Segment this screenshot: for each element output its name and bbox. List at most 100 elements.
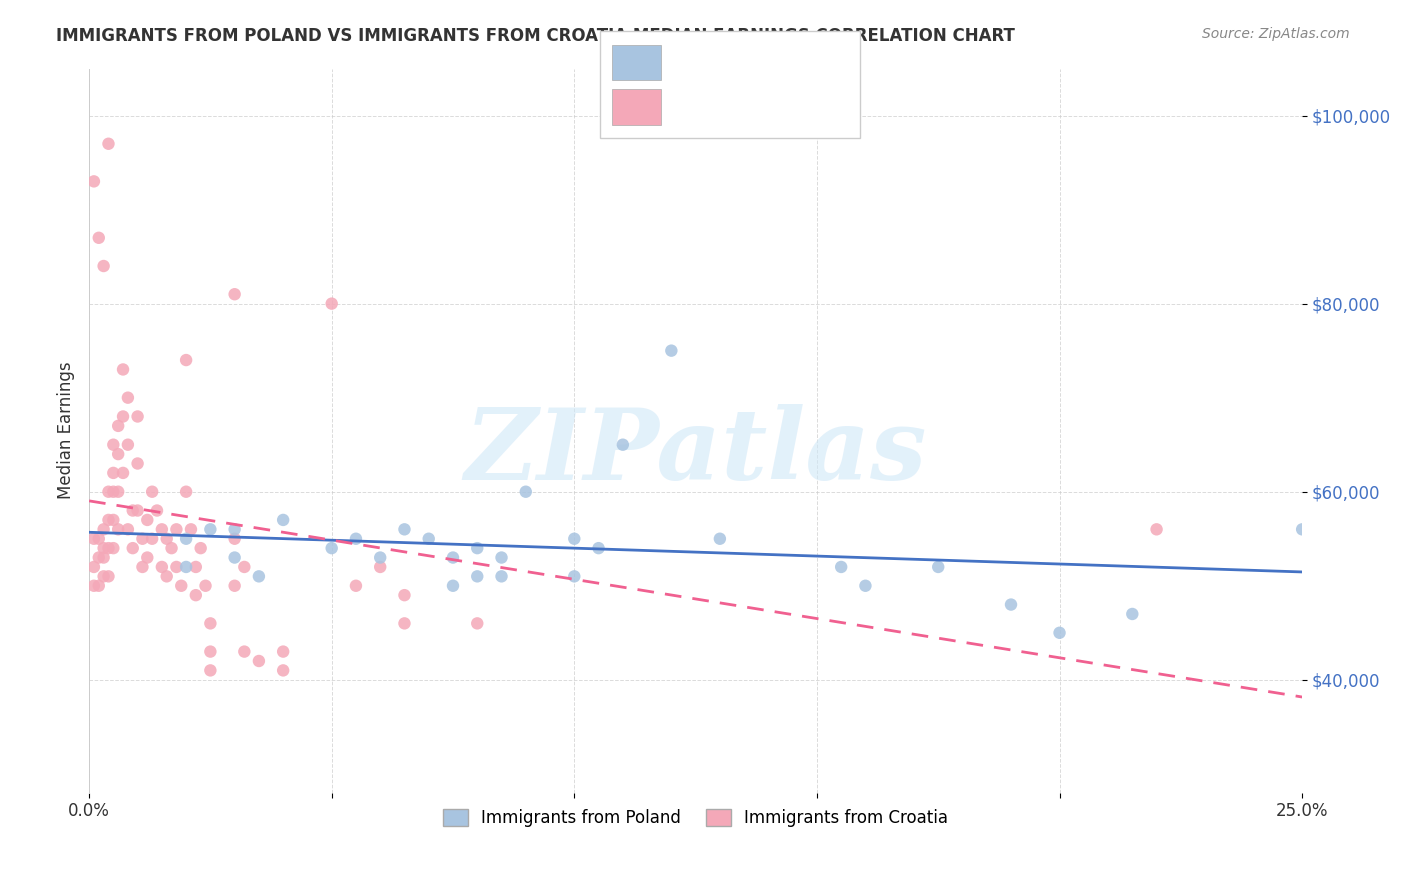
Text: Source: ZipAtlas.com: Source: ZipAtlas.com	[1202, 27, 1350, 41]
Point	[224, 522, 246, 536]
Point	[146, 503, 169, 517]
Point	[174, 353, 197, 368]
Point	[136, 513, 159, 527]
Text: IMMIGRANTS FROM POLAND VS IMMIGRANTS FROM CROATIA MEDIAN EARNINGS CORRELATION CH: IMMIGRANTS FROM POLAND VS IMMIGRANTS FRO…	[56, 27, 1015, 45]
Point	[321, 296, 343, 310]
Point	[368, 560, 391, 574]
Point	[200, 522, 222, 536]
Point	[127, 457, 149, 471]
Point	[165, 522, 187, 536]
Point	[200, 664, 222, 678]
Point	[418, 532, 440, 546]
Point	[194, 579, 217, 593]
Point	[107, 447, 129, 461]
Point	[1121, 607, 1143, 621]
Point	[247, 654, 270, 668]
Point	[93, 550, 115, 565]
Point	[121, 503, 143, 517]
Point	[117, 391, 139, 405]
Point	[709, 532, 731, 546]
Point	[184, 588, 207, 602]
Point	[103, 466, 125, 480]
Point	[127, 409, 149, 424]
Point	[588, 541, 610, 556]
Point	[394, 616, 416, 631]
Point	[141, 484, 163, 499]
Y-axis label: Median Earnings: Median Earnings	[58, 362, 75, 500]
Point	[368, 550, 391, 565]
Point	[321, 541, 343, 556]
Point	[107, 522, 129, 536]
Point	[174, 560, 197, 574]
Point	[562, 569, 585, 583]
Point	[103, 541, 125, 556]
Text: ZIPatlas: ZIPatlas	[464, 404, 927, 500]
Point	[224, 287, 246, 301]
Point	[107, 484, 129, 499]
Legend: Immigrants from Poland, Immigrants from Croatia: Immigrants from Poland, Immigrants from …	[434, 800, 956, 835]
Point	[97, 541, 120, 556]
Point	[1146, 522, 1168, 536]
Point	[103, 484, 125, 499]
Point	[117, 522, 139, 536]
Point	[83, 174, 105, 188]
Point	[344, 532, 367, 546]
Point	[93, 541, 115, 556]
Point	[927, 560, 949, 574]
Point	[97, 569, 120, 583]
Point	[247, 569, 270, 583]
Point	[233, 560, 256, 574]
Point	[441, 579, 464, 593]
Point	[83, 532, 105, 546]
Point	[830, 560, 852, 574]
Point	[224, 579, 246, 593]
Point	[87, 231, 110, 245]
Point	[855, 579, 877, 593]
Point	[87, 532, 110, 546]
Point	[200, 644, 222, 658]
Point	[465, 616, 488, 631]
Point	[271, 513, 294, 527]
Point	[150, 560, 173, 574]
Point	[659, 343, 682, 358]
Point	[103, 513, 125, 527]
Point	[271, 664, 294, 678]
Point	[1291, 522, 1313, 536]
Point	[121, 541, 143, 556]
Point	[515, 484, 537, 499]
Point	[131, 532, 153, 546]
Point	[150, 522, 173, 536]
Point	[93, 259, 115, 273]
Point	[131, 560, 153, 574]
Point	[612, 438, 634, 452]
Point	[156, 532, 179, 546]
Point	[344, 579, 367, 593]
Point	[112, 362, 135, 376]
Point	[83, 579, 105, 593]
Point	[112, 466, 135, 480]
Point	[97, 136, 120, 151]
Point	[107, 418, 129, 433]
Point	[491, 569, 513, 583]
Point	[141, 532, 163, 546]
Point	[465, 541, 488, 556]
Point	[87, 550, 110, 565]
Point	[93, 569, 115, 583]
Point	[93, 522, 115, 536]
Point	[180, 522, 202, 536]
Text: R = -0.237    N = 32: R = -0.237 N = 32	[671, 46, 825, 61]
Point	[174, 484, 197, 499]
Point	[224, 532, 246, 546]
Point	[127, 503, 149, 517]
Point	[97, 513, 120, 527]
Point	[170, 579, 193, 593]
Point	[83, 560, 105, 574]
Point	[97, 484, 120, 499]
Point	[160, 541, 183, 556]
Point	[394, 588, 416, 602]
Point	[117, 438, 139, 452]
Point	[465, 569, 488, 583]
Point	[562, 532, 585, 546]
Point	[224, 550, 246, 565]
Point	[103, 438, 125, 452]
